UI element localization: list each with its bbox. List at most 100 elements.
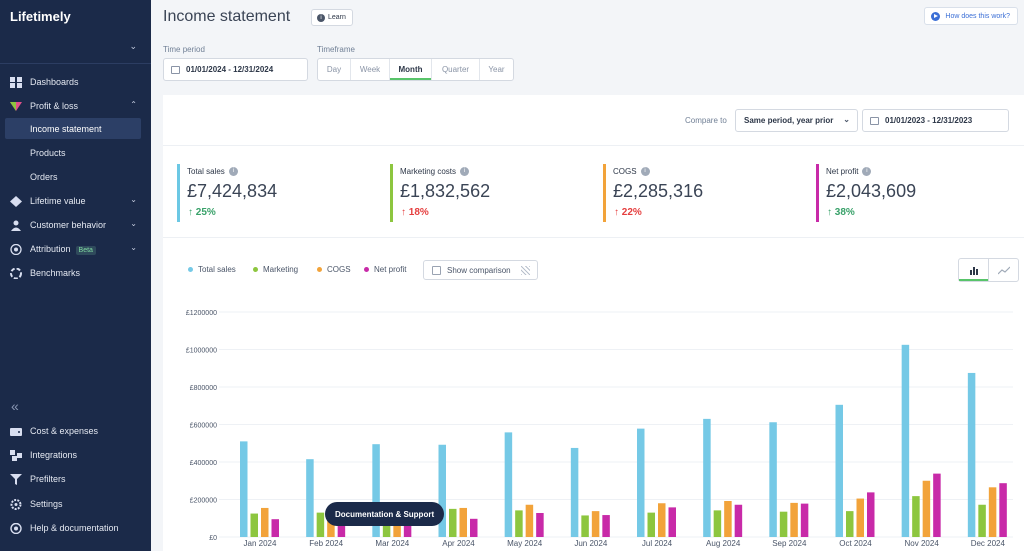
legend-marketing[interactable]: Marketing: [253, 265, 298, 274]
sidebar-item-label: Products: [30, 148, 66, 158]
bar-cogs: [658, 503, 666, 537]
sidebar-item-label: Customer behavior: [30, 220, 107, 230]
bar-marketing: [250, 513, 258, 537]
bar-total-sales: [901, 344, 910, 537]
sidebar-item-prefilters[interactable]: Prefilters: [0, 468, 151, 490]
sidebar-item-label: Lifetime value: [30, 196, 86, 206]
sidebar-item-settings[interactable]: Settings: [0, 493, 151, 515]
how-does-this-work-button[interactable]: How does this work?: [924, 7, 1018, 25]
bar-cogs: [724, 501, 732, 537]
bar-marketing: [449, 508, 457, 537]
timeframe-quarter[interactable]: Quarter: [432, 59, 480, 80]
time-period-picker[interactable]: 01/01/2024 - 12/31/2024: [163, 58, 308, 81]
sidebar-item-dashboards[interactable]: Dashboards: [0, 71, 151, 93]
bar-net-profit: [602, 515, 610, 537]
gear-icon: [10, 499, 22, 510]
sidebar-item-help[interactable]: Help & documentation: [0, 517, 151, 539]
x-tick-label: Sep 2024: [772, 539, 807, 548]
kpi-net-profit: Net profit i £2,043,609 ↑ 38%: [816, 164, 1021, 222]
bar-net-profit: [271, 519, 279, 537]
chart-view-toggle: [958, 258, 1019, 282]
sidebar-item-profit-loss[interactable]: Profit & loss ⌃: [0, 95, 151, 117]
sidebar-item-attribution[interactable]: Attribution Beta ⌄: [0, 238, 151, 260]
timeframe-day[interactable]: Day: [318, 59, 351, 80]
bar-cogs: [525, 504, 534, 537]
bar-marketing: [713, 510, 722, 537]
learn-button[interactable]: i Learn: [311, 9, 353, 26]
kpi-value: £2,285,316: [613, 181, 704, 201]
legend-total-sales[interactable]: Total sales: [188, 265, 236, 274]
line-chart-icon[interactable]: [989, 259, 1018, 281]
x-tick-label: Apr 2024: [442, 539, 475, 548]
sidebar-item-orders[interactable]: Orders: [5, 166, 141, 187]
filter-icon: [10, 474, 22, 485]
sidebar-item-customer-behavior[interactable]: Customer behavior ⌄: [0, 214, 151, 236]
bar-net-profit: [734, 504, 743, 537]
sidebar-item-label: Settings: [30, 499, 63, 509]
chevron-down-icon: ⌄: [130, 195, 137, 204]
play-icon: [931, 11, 941, 21]
show-comparison-toggle[interactable]: Show comparison: [423, 260, 538, 280]
kpi-change: ↑ 38%: [827, 207, 855, 218]
timeframe-year[interactable]: Year: [488, 65, 505, 74]
bar-cogs: [988, 487, 997, 537]
legend-cogs[interactable]: COGS: [317, 265, 351, 274]
kpi-value: £2,043,609: [826, 181, 917, 201]
sidebar-item-label: Help & documentation: [30, 523, 119, 533]
sidebar-item-benchmarks[interactable]: Benchmarks: [0, 262, 151, 284]
documentation-support-button[interactable]: Documentation & Support: [325, 502, 445, 526]
bar-net-profit: [337, 524, 346, 537]
bar-total-sales: [769, 422, 777, 537]
bar-net-profit: [536, 513, 544, 537]
legend-net-profit[interactable]: Net profit: [364, 265, 406, 274]
chevron-down-icon: ⌄: [130, 243, 137, 252]
bar-cogs: [856, 498, 864, 537]
bar-marketing: [978, 504, 986, 537]
sidebar-item-label: Attribution Beta: [30, 244, 96, 255]
timeframe-month[interactable]: Month: [390, 59, 432, 80]
bar-marketing: [316, 512, 325, 537]
compare-range-value: 01/01/2023 - 12/31/2023: [885, 116, 973, 125]
store-selector[interactable]: ⌄: [0, 30, 151, 64]
x-tick-label: May 2024: [507, 539, 543, 548]
benchmark-icon: [10, 268, 22, 279]
bar-marketing: [515, 510, 523, 537]
y-tick-label: £400000: [190, 460, 217, 467]
y-tick-label: £200000: [190, 498, 217, 505]
timeframe-week[interactable]: Week: [351, 59, 390, 80]
sidebar-item-income-statement[interactable]: Income statement: [5, 118, 141, 139]
bar-total-sales: [504, 432, 513, 537]
x-tick-label: Jan 2024: [244, 539, 277, 548]
y-tick-label: £0: [209, 535, 217, 542]
bar-chart-icon[interactable]: [959, 259, 989, 281]
bar-total-sales: [438, 444, 446, 537]
bar-total-sales: [967, 372, 976, 537]
divider: [163, 237, 1024, 238]
sidebar-item-label: Profit & loss: [30, 101, 79, 111]
compare-select[interactable]: Same period, year prior ⌄: [735, 109, 858, 132]
compare-range-picker[interactable]: 01/01/2023 - 12/31/2023: [862, 109, 1009, 132]
integrations-icon: [10, 450, 22, 461]
help-icon: [10, 523, 22, 534]
sidebar-item-cost-expenses[interactable]: Cost & expenses: [0, 420, 151, 442]
kpi-marketing-costs: Marketing costs i £1,832,562 ↑ 18%: [390, 164, 595, 222]
chevron-up-icon: ⌃: [130, 100, 137, 109]
sidebar-item-integrations[interactable]: Integrations: [0, 444, 151, 466]
kpi-value: £7,424,834: [187, 181, 278, 201]
page-title: Income statement: [163, 8, 291, 25]
x-tick-label: Oct 2024: [839, 539, 872, 548]
sidebar-item-products[interactable]: Products: [5, 142, 141, 163]
bar-net-profit: [403, 515, 412, 537]
bar-cogs: [922, 480, 931, 537]
target-icon: [10, 244, 22, 255]
arrow-up-icon: ↑: [614, 207, 619, 218]
kpi-label: Marketing costs i: [400, 167, 470, 177]
kpi-change: ↑ 22%: [614, 207, 642, 218]
checkbox[interactable]: [432, 265, 441, 275]
arrow-up-icon: ↑: [188, 207, 193, 218]
learn-label: Learn: [328, 14, 346, 21]
dashboard-icon: [10, 77, 22, 88]
bar-cogs: [327, 513, 335, 537]
collapse-sidebar-icon[interactable]: «: [11, 398, 19, 414]
sidebar-item-lifetime-value[interactable]: Lifetime value ⌄: [0, 190, 151, 212]
